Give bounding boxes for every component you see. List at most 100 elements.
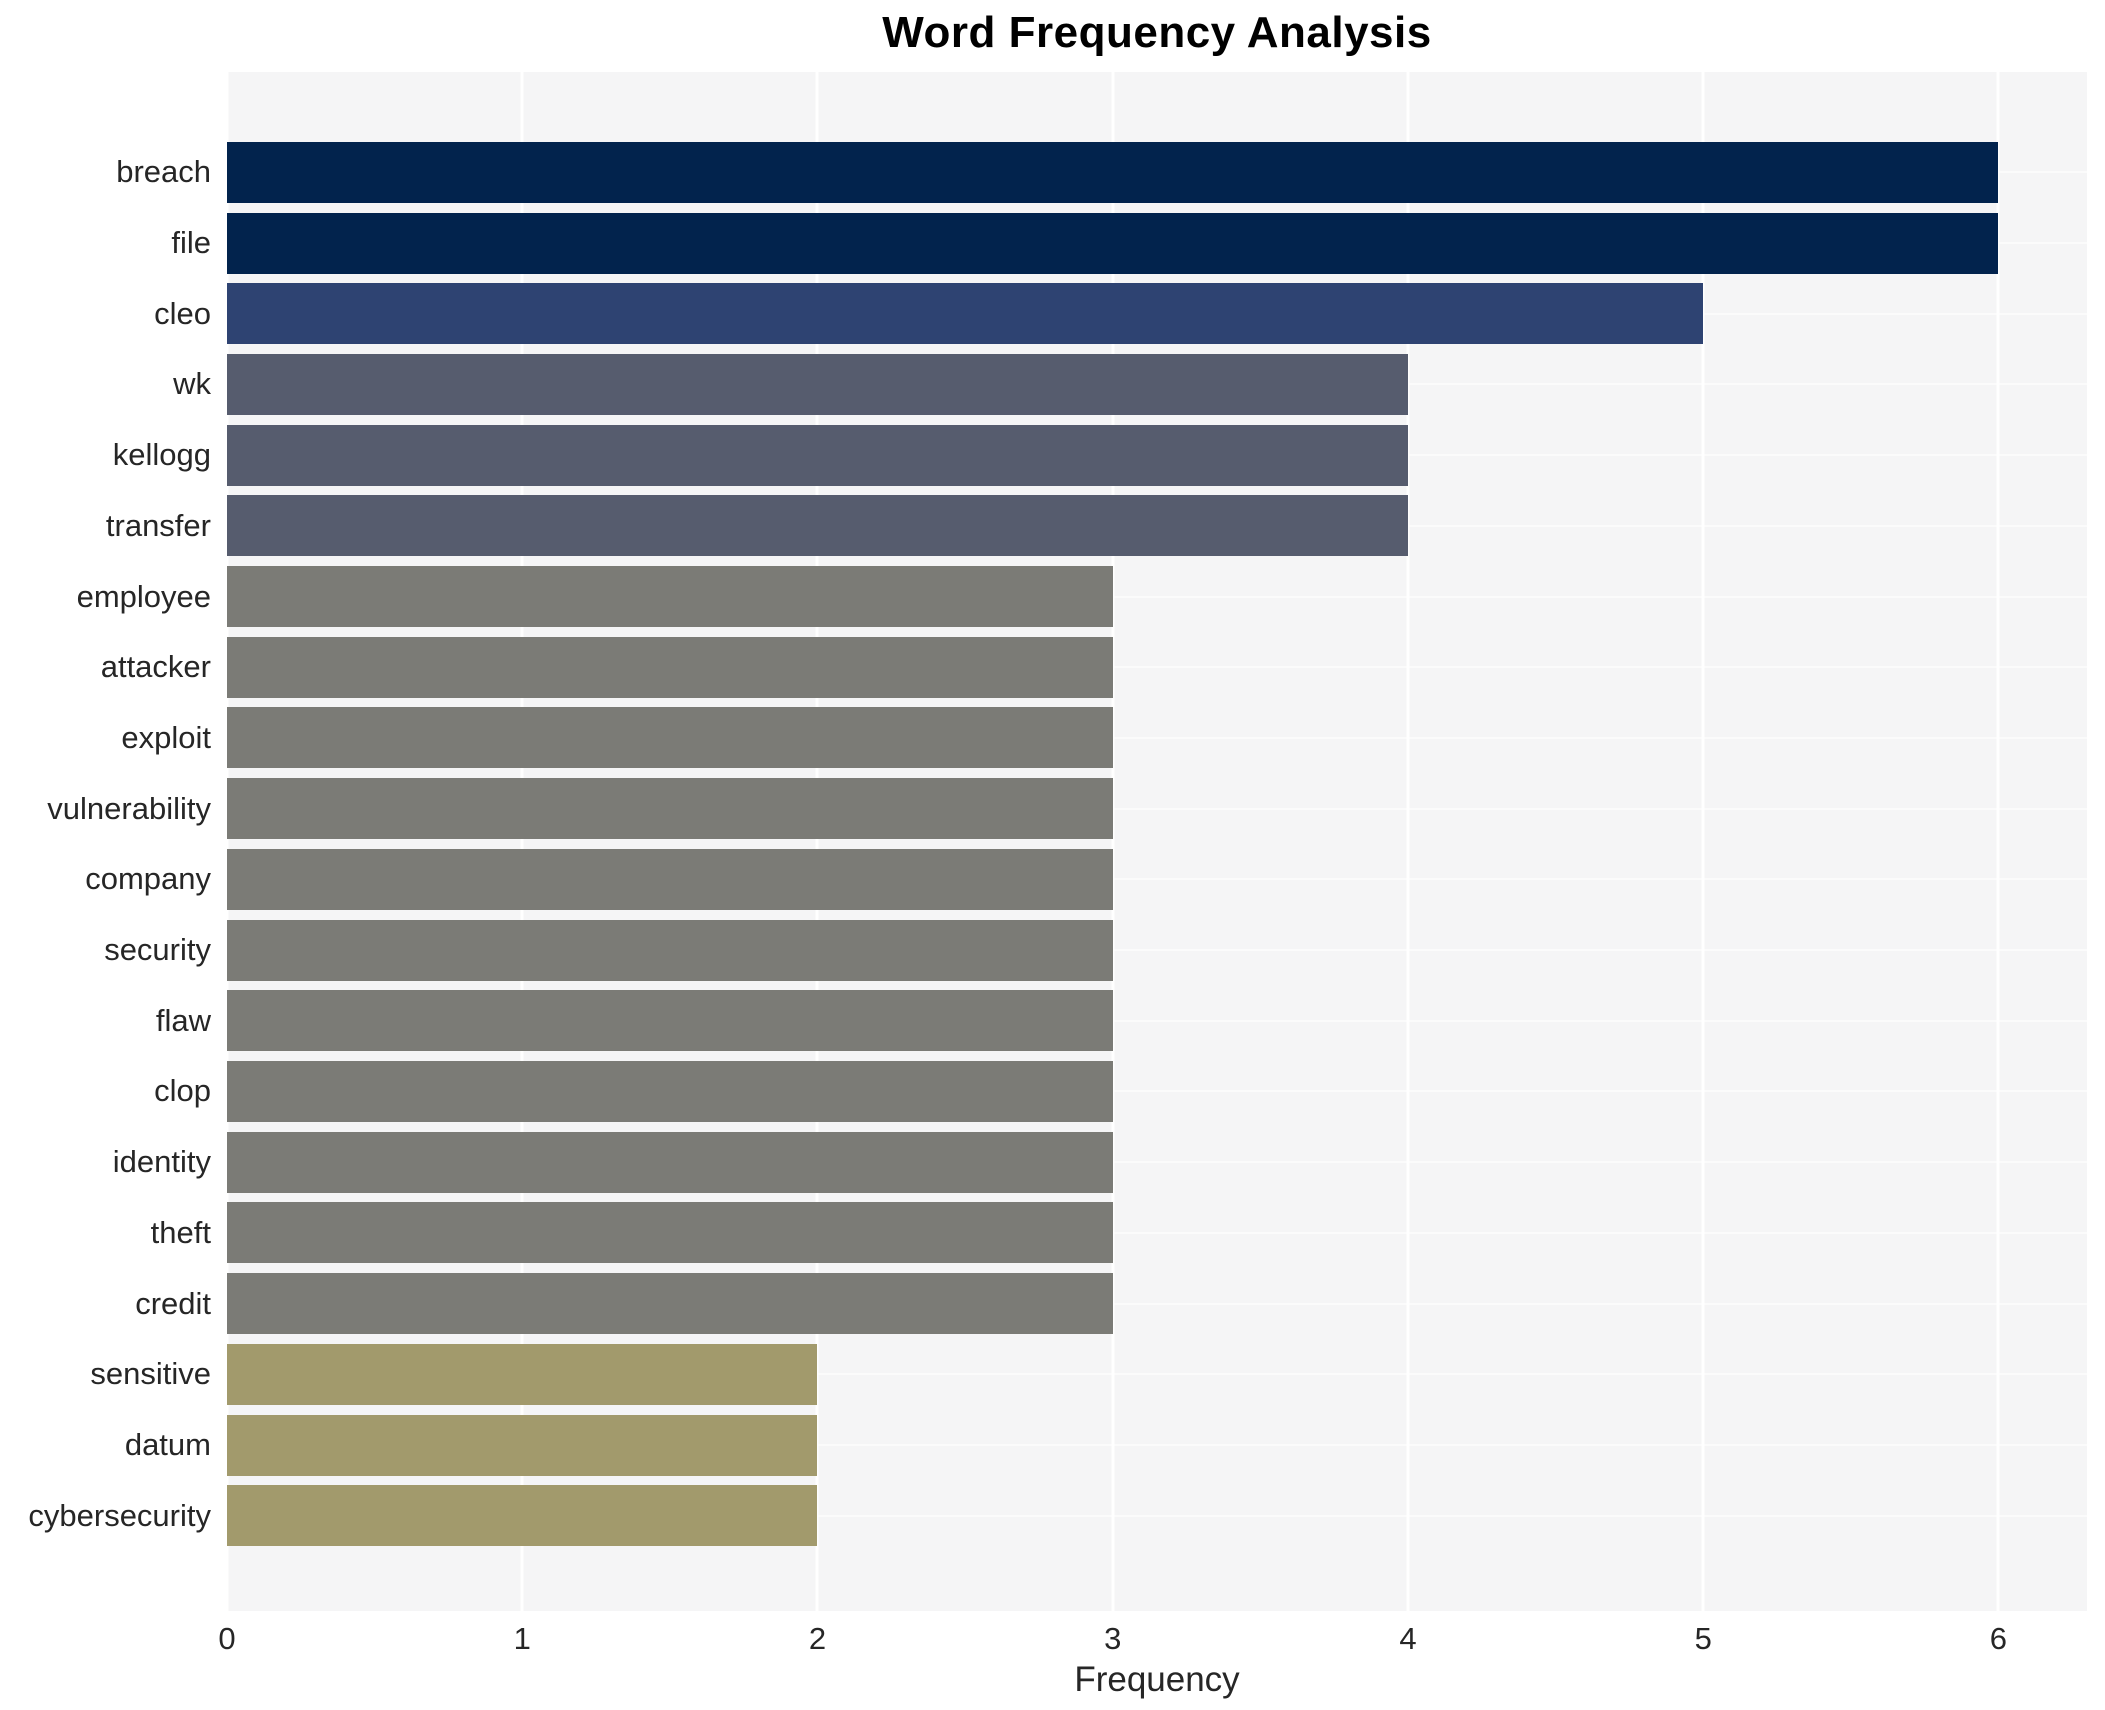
bar-attacker — [227, 636, 1113, 698]
x-tick-label-2: 2 — [808, 1621, 827, 1656]
x-tick-label-1: 1 — [513, 1621, 531, 1656]
gridline-y — [227, 949, 2087, 952]
category-label-exploit: exploit — [121, 719, 211, 755]
gridline-x-4 — [1406, 72, 1410, 1611]
bar-vulnerability — [227, 778, 1113, 840]
bar-track — [227, 420, 2087, 491]
bar-row: vulnerability — [0, 773, 2087, 844]
category-label-company: company — [85, 861, 211, 897]
bar-row: datum — [0, 1410, 2087, 1481]
bar-track — [227, 1480, 2087, 1551]
gridline-y — [227, 878, 2087, 881]
gridline-y — [227, 666, 2087, 669]
bar-row: wk — [0, 349, 2087, 420]
bar-track — [227, 1198, 2087, 1269]
bar-row: cybersecurity — [0, 1480, 2087, 1551]
bar-row: company — [0, 844, 2087, 915]
bar-employee — [227, 566, 1113, 628]
category-label-file: file — [171, 225, 211, 261]
category-label-cleo: cleo — [154, 295, 211, 331]
gridline-y — [227, 1090, 2087, 1093]
bars-container: breach file cleo wk kellogg transfer employee a… — [0, 72, 2087, 1611]
bar-track — [227, 1268, 2087, 1339]
bar-track — [227, 278, 2087, 349]
gridline-x-3 — [1111, 72, 1115, 1611]
bar-row: transfer — [0, 491, 2087, 562]
bar-row: theft — [0, 1198, 2087, 1269]
gridline-x-1 — [520, 72, 524, 1611]
bar-row: sensitive — [0, 1339, 2087, 1410]
category-label-vulnerability: vulnerability — [47, 790, 211, 826]
bar-theft — [227, 1202, 1113, 1264]
gridline-y — [227, 1373, 2087, 1376]
x-tick-label-5: 5 — [1694, 1621, 1712, 1656]
bar-cybersecurity — [227, 1485, 818, 1547]
x-tick-label-0: 0 — [218, 1621, 236, 1656]
bar-track — [227, 844, 2087, 915]
gridline-x-2 — [815, 72, 819, 1611]
gridline-y — [227, 1161, 2087, 1164]
bar-track — [227, 491, 2087, 562]
bar-track — [227, 137, 2087, 208]
bar-track — [227, 1056, 2087, 1127]
x-tick-label-4: 4 — [1399, 1621, 1417, 1656]
bar-sensitive — [227, 1343, 818, 1405]
category-label-credit: credit — [135, 1285, 211, 1321]
bar-row: flaw — [0, 985, 2087, 1056]
gridline-y — [227, 1302, 2087, 1305]
bar-row: security — [0, 915, 2087, 986]
x-axis-label: Frequency — [1074, 1660, 1240, 1699]
category-label-attacker: attacker — [100, 649, 211, 685]
category-label-cybersecurity: cybersecurity — [28, 1497, 211, 1533]
bar-security — [227, 919, 1113, 981]
category-label-datum: datum — [124, 1427, 211, 1462]
bar-datum — [227, 1414, 818, 1476]
gridline-y — [227, 1231, 2087, 1234]
bar-row: kellogg — [0, 420, 2087, 491]
bar-file — [227, 212, 1999, 274]
category-label-breach: breach — [116, 154, 211, 190]
category-label-security: security — [104, 932, 211, 968]
bar-row: cleo — [0, 278, 2087, 349]
bar-row: file — [0, 208, 2087, 279]
bar-wk — [227, 353, 1408, 415]
gridline-y — [227, 736, 2087, 739]
bar-track — [227, 208, 2087, 279]
category-label-kellogg: kellogg — [112, 437, 211, 473]
bar-row: credit — [0, 1268, 2087, 1339]
category-label-clop: clop — [154, 1073, 211, 1109]
bar-company — [227, 848, 1113, 910]
category-label-employee: employee — [76, 578, 211, 614]
bar-track — [227, 1127, 2087, 1198]
bar-transfer — [227, 495, 1408, 557]
bar-track — [227, 632, 2087, 703]
bar-row: exploit — [0, 703, 2087, 774]
bar-kellogg — [227, 424, 1408, 486]
category-label-flaw: flaw — [155, 1002, 211, 1038]
chart-title: Word Frequency Analysis — [882, 8, 1432, 57]
category-label-wk: wk — [173, 366, 211, 402]
gridline-y — [227, 807, 2087, 810]
bar-identity — [227, 1131, 1113, 1193]
bar-track — [227, 1410, 2087, 1481]
bar-track — [227, 985, 2087, 1056]
bar-credit — [227, 1273, 1113, 1335]
x-tick-label-6: 6 — [1989, 1621, 2008, 1656]
bar-clop — [227, 1060, 1113, 1122]
bar-breach — [227, 141, 1999, 203]
bar-track — [227, 703, 2087, 774]
gridline-y — [227, 595, 2087, 598]
category-label-theft: theft — [150, 1214, 211, 1250]
gridline-x-6 — [1996, 72, 2000, 1611]
category-label-identity: identity — [112, 1144, 211, 1180]
bar-track — [227, 915, 2087, 986]
bar-cleo — [227, 283, 1704, 345]
bar-row: breach — [0, 137, 2087, 208]
category-label-sensitive: sensitive — [90, 1356, 211, 1392]
x-axis-ticks: 0 1 2 3 4 5 6 — [0, 1621, 2105, 1663]
category-label-transfer: transfer — [105, 507, 211, 543]
bar-row: employee — [0, 561, 2087, 632]
bar-exploit — [227, 707, 1113, 769]
bar-track — [227, 1339, 2087, 1410]
